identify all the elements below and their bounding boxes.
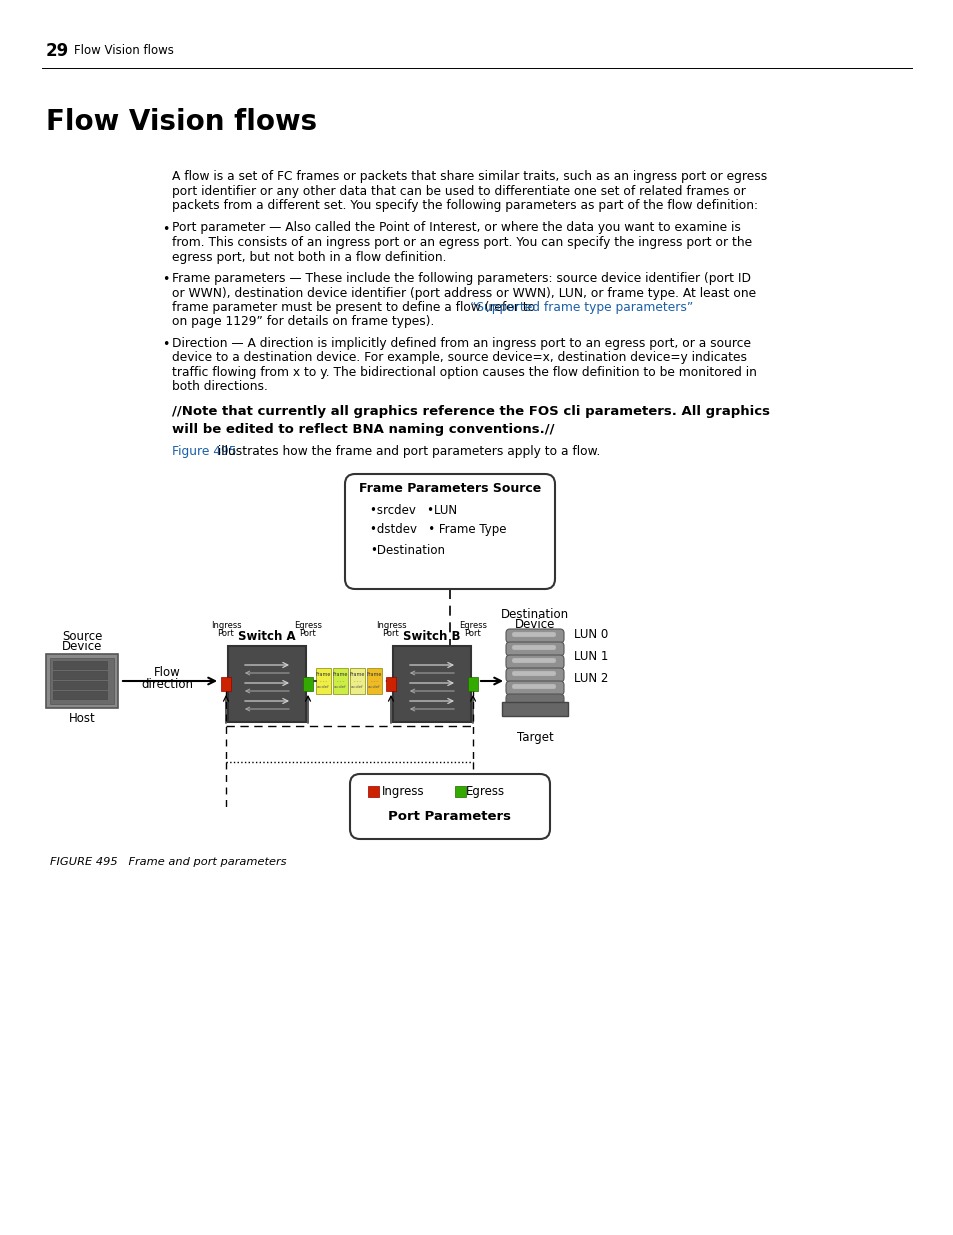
Text: a=def: a=def [351, 685, 363, 689]
Bar [53, 680, 107, 689]
Text: Host: Host [69, 711, 95, 725]
Text: port identifier or any other data that can be used to differentiate one set of r: port identifier or any other data that c… [172, 184, 745, 198]
Text: Egress: Egress [458, 621, 486, 631]
Text: from. This consists of an ingress port or an egress port. You can specify the in: from. This consists of an ingress port o… [172, 236, 751, 249]
Bar [53, 661, 107, 669]
Bar [315, 668, 331, 694]
Bar [368, 785, 378, 797]
Text: Destination: Destination [500, 609, 569, 621]
Text: Frame: Frame [350, 673, 365, 678]
FancyBboxPatch shape [505, 668, 563, 682]
FancyBboxPatch shape [512, 658, 556, 663]
Text: Ingress: Ingress [375, 621, 406, 631]
Bar [501, 701, 567, 716]
Text: Source: Source [62, 630, 102, 642]
Text: •dstdev   • Frame Type: •dstdev • Frame Type [370, 524, 506, 536]
Text: Port: Port [299, 630, 316, 638]
Bar [53, 671, 107, 679]
FancyBboxPatch shape [505, 655, 563, 669]
Text: Device: Device [515, 619, 555, 631]
Text: Device: Device [62, 641, 102, 653]
Text: Figure 495: Figure 495 [172, 445, 236, 458]
FancyBboxPatch shape [512, 645, 556, 650]
Text: a=def: a=def [316, 685, 330, 689]
Bar [468, 677, 477, 692]
FancyBboxPatch shape [512, 671, 556, 676]
Text: “Supported frame type parameters”: “Supported frame type parameters” [470, 301, 693, 314]
Text: Port: Port [382, 630, 399, 638]
Text: Flow: Flow [153, 666, 180, 678]
Text: - - -: - - - [319, 679, 327, 683]
FancyBboxPatch shape [505, 642, 563, 656]
Text: LUN 1: LUN 1 [574, 650, 608, 662]
FancyBboxPatch shape [345, 474, 555, 589]
Text: direction: direction [141, 678, 193, 690]
Text: Egress: Egress [465, 785, 504, 799]
Text: •: • [162, 222, 170, 236]
Text: Switch B: Switch B [403, 630, 460, 642]
Text: •: • [162, 273, 170, 287]
Text: will be edited to reflect BNA naming conventions.//: will be edited to reflect BNA naming con… [172, 424, 554, 436]
Text: Ingress: Ingress [381, 785, 424, 799]
Text: egress port, but not both in a flow definition.: egress port, but not both in a flow defi… [172, 251, 446, 263]
Bar [367, 668, 381, 694]
FancyBboxPatch shape [505, 694, 563, 708]
Text: FIGURE 495   Frame and port parameters: FIGURE 495 Frame and port parameters [50, 857, 286, 867]
Text: Frame Parameters Source: Frame Parameters Source [358, 483, 540, 495]
Text: LUN 0: LUN 0 [574, 627, 608, 641]
Bar [455, 785, 465, 797]
Text: Flow Vision flows: Flow Vision flows [74, 44, 173, 57]
Text: - - -: - - - [371, 679, 377, 683]
Text: A flow is a set of FC frames or packets that share similar traits, such as an in: A flow is a set of FC frames or packets … [172, 170, 766, 183]
Text: packets from a different set. You specify the following parameters as part of th: packets from a different set. You specif… [172, 199, 758, 212]
Bar [46, 655, 118, 708]
Bar [50, 658, 113, 704]
Text: Ingress: Ingress [211, 621, 241, 631]
FancyBboxPatch shape [505, 629, 563, 643]
Text: illustrates how the frame and port parameters apply to a flow.: illustrates how the frame and port param… [213, 445, 599, 458]
Text: Switch A: Switch A [238, 630, 295, 642]
Bar [303, 677, 313, 692]
Text: traffic flowing from x to y. The bidirectional option causes the flow definition: traffic flowing from x to y. The bidirec… [172, 366, 756, 379]
Text: Target: Target [517, 730, 553, 743]
Text: LUN 2: LUN 2 [574, 672, 608, 684]
Text: - - -: - - - [354, 679, 360, 683]
Text: on page 1129” for details on frame types).: on page 1129” for details on frame types… [172, 315, 434, 329]
Text: 29: 29 [46, 42, 70, 61]
Bar [221, 677, 231, 692]
Bar [393, 646, 471, 722]
Text: Frame: Frame [333, 673, 348, 678]
Bar [53, 692, 107, 699]
Text: - - -: - - - [336, 679, 344, 683]
Text: Port Parameters: Port Parameters [388, 810, 511, 824]
Text: •srcdev   •LUN: •srcdev •LUN [370, 504, 456, 516]
FancyBboxPatch shape [505, 680, 563, 695]
Text: frame parameter must be present to define a flow (refer to: frame parameter must be present to defin… [172, 301, 538, 314]
Text: Direction — A direction is implicitly defined from an ingress port to an egress : Direction — A direction is implicitly de… [172, 337, 750, 350]
Text: •Destination: •Destination [370, 543, 444, 557]
Text: Port parameter — Also called the Point of Interest, or where the data you want t: Port parameter — Also called the Point o… [172, 221, 740, 235]
Text: Frame parameters — These include the following parameters: source device identif: Frame parameters — These include the fol… [172, 272, 750, 285]
FancyBboxPatch shape [512, 684, 556, 689]
Text: •: • [162, 338, 170, 351]
Text: //Note that currently all graphics reference the FOS cli parameters. All graphic: //Note that currently all graphics refer… [172, 405, 769, 417]
Bar [350, 668, 365, 694]
Text: a=def: a=def [368, 685, 380, 689]
Text: Frame: Frame [315, 673, 331, 678]
Bar [386, 677, 395, 692]
Text: device to a destination device. For example, source device=x, destination device: device to a destination device. For exam… [172, 352, 746, 364]
Bar [333, 668, 348, 694]
Text: Port: Port [464, 630, 481, 638]
FancyBboxPatch shape [512, 632, 556, 637]
Text: Port: Port [217, 630, 234, 638]
Text: Flow Vision flows: Flow Vision flows [46, 107, 316, 136]
Bar [228, 646, 306, 722]
Text: or WWN), destination device identifier (port address or WWN), LUN, or frame type: or WWN), destination device identifier (… [172, 287, 756, 300]
Text: Egress: Egress [294, 621, 322, 631]
FancyBboxPatch shape [350, 774, 550, 839]
Text: a=def: a=def [334, 685, 347, 689]
Text: Frame: Frame [366, 673, 382, 678]
Text: both directions.: both directions. [172, 380, 268, 394]
